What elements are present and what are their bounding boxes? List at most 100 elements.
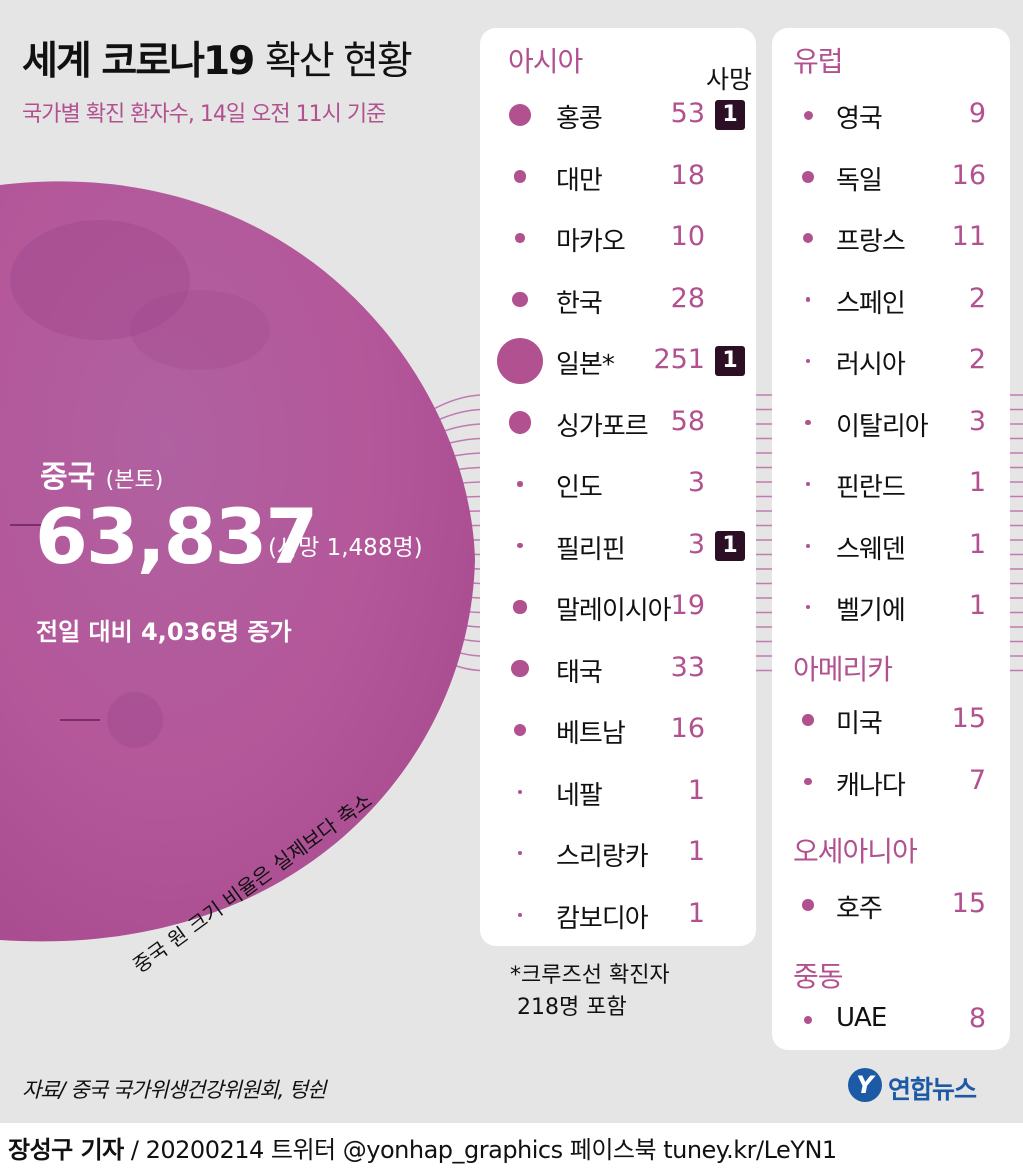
europe-country-value: 1: [968, 590, 986, 621]
death-column-header: 사망: [706, 65, 753, 94]
middle_east-dot-0: [803, 1015, 813, 1025]
china-label: 중국 (본토): [40, 452, 163, 496]
other-regions-panel: [772, 28, 1010, 1050]
america-title: 아메리카: [793, 653, 893, 686]
america-country-value: 15: [951, 703, 986, 734]
europe-dot-6: [806, 482, 810, 486]
asia-country-value: 19: [670, 590, 705, 621]
title-light: 확산 현황: [264, 39, 413, 84]
europe-country-name: 스페인: [836, 288, 906, 319]
asia-country-name: 홍콩: [556, 104, 603, 134]
asia-country-name: 필리핀: [556, 534, 626, 565]
asia-dot-5: [508, 411, 532, 434]
source-note: 자료/ 중국 국가위생건강위원회, 텅쉰: [22, 1078, 327, 1102]
asia-country-name: 베트남: [556, 719, 626, 749]
asia-country-name: 한국: [556, 288, 603, 319]
asia-country-name: 일본*: [556, 350, 615, 380]
oceania-title: 오세아니아: [793, 835, 918, 868]
asia-dot-10: [514, 724, 526, 736]
asia-country-value: 1: [687, 897, 705, 929]
asia-dot-3: [512, 291, 528, 308]
asia-country-value: 18: [670, 159, 705, 191]
asia-country-name: 캄보디아: [556, 903, 649, 934]
asia-dot-2: [515, 233, 525, 243]
asia-dot-9: [511, 659, 529, 678]
europe-country-value: 1: [968, 528, 986, 560]
asia-country-value: 53: [670, 98, 705, 129]
asia-country-value: 33: [670, 651, 705, 683]
europe-country-name: 프랑스: [836, 227, 906, 257]
asia-country-value: 3: [687, 528, 705, 560]
europe-dot-5: [805, 419, 811, 426]
footer-bar: [0, 1123, 1023, 1173]
europe-country-name: 영국: [836, 104, 883, 134]
europe-country-value: 11: [951, 221, 986, 252]
america-country-name: 캐나다: [836, 770, 906, 801]
europe-country-value: 3: [968, 405, 986, 437]
asia-panel: [480, 28, 756, 946]
page-title: 세계 코로나19 확산 현황: [22, 30, 413, 86]
oceania-country-value: 15: [951, 888, 986, 919]
asia-dot-12: [518, 851, 522, 855]
china-value: 63,837: [35, 492, 318, 581]
asia-death-badge: 1: [715, 100, 745, 130]
america-country-value: 7: [968, 764, 986, 796]
europe-dot-8: [806, 605, 810, 609]
europe-dot-1: [802, 170, 814, 183]
china-name: 중국: [40, 460, 96, 495]
asia-dot-4: [497, 338, 543, 384]
asia-country-name: 말레이시아: [556, 596, 672, 626]
asia-dot-1: [513, 170, 527, 183]
europe-title: 유럽: [793, 45, 844, 78]
europe-dot-7: [806, 543, 810, 548]
asia-dot-11: [518, 789, 522, 794]
asia-country-value: 10: [670, 221, 705, 252]
asia-country-name: 스리랑카: [556, 842, 649, 872]
asia-dot-6: [517, 481, 523, 487]
asia-country-name: 대만: [556, 165, 603, 196]
asia-dot-7: [517, 542, 523, 549]
europe-country-name: 벨기에: [836, 596, 906, 626]
page-subtitle: 국가별 확진 환자수, 14일 오전 11시 기준: [22, 102, 386, 127]
cruise-note: *크루즈선 확진자 218명 포함: [510, 963, 670, 1020]
europe-country-value: 2: [968, 344, 986, 375]
asia-country-name: 싱가포르: [556, 411, 649, 442]
asia-country-value: 1: [687, 774, 705, 806]
yonhap-logo-icon: Y: [848, 1068, 882, 1102]
europe-country-name: 독일: [836, 165, 883, 196]
europe-country-name: 이탈리아: [836, 411, 929, 442]
asia-country-value: 251: [653, 344, 705, 375]
yonhap-logo-text: 연합뉴스: [888, 1075, 977, 1104]
europe-country-value: 16: [951, 159, 986, 191]
asia-country-value: 28: [670, 282, 705, 314]
asia-country-value: 1: [687, 836, 705, 867]
europe-country-value: 9: [968, 98, 986, 129]
america-dot-1: [804, 777, 812, 786]
middle_east-country-value: 8: [968, 1003, 986, 1034]
middle_east-title: 중동: [793, 960, 844, 993]
asia-dot-8: [513, 600, 527, 614]
asia-death-badge: 1: [715, 530, 745, 561]
asia-country-value: 58: [670, 405, 705, 437]
america-dot-0: [802, 714, 814, 726]
europe-country-name: 스웨덴: [836, 534, 906, 565]
asia-country-name: 마카오: [556, 227, 626, 257]
europe-dot-2: [803, 233, 813, 243]
reporter-name: 장성구 기자: [8, 1136, 124, 1164]
asia-country-name: 인도: [556, 473, 603, 503]
europe-dot-3: [805, 297, 811, 302]
footer-info: / 20200214 트위터 @yonhap_graphics 페이스북 tun…: [123, 1136, 837, 1164]
title-bold: 세계 코로나19: [22, 39, 255, 84]
china-increase-text: 전일 대비 4,036명 증가: [36, 618, 292, 646]
asia-country-name: 태국: [556, 657, 603, 688]
asia-title: 아시아: [508, 45, 583, 78]
asia-country-value: 16: [670, 713, 705, 744]
asia-death-badge: 1: [715, 346, 745, 376]
oceania-country-name: 호주: [836, 894, 883, 924]
china-death-text: (사망 1,488명): [268, 535, 423, 561]
oceania-dot-0: [802, 899, 814, 911]
europe-country-value: 2: [968, 282, 986, 314]
europe-country-name: 핀란드: [836, 473, 906, 503]
america-country-name: 미국: [836, 709, 883, 739]
europe-dot-0: [803, 110, 813, 120]
